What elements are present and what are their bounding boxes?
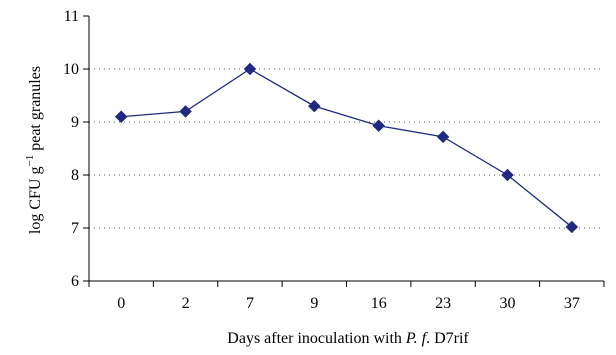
x-tick-label-7: 7 <box>246 295 254 312</box>
y-tick-label-10: 10 <box>63 61 79 78</box>
y-tick-label-9: 9 <box>71 114 79 131</box>
x-tick-label-23: 23 <box>435 295 451 312</box>
data-point-2 <box>179 105 192 118</box>
gridlines <box>89 68 604 229</box>
x-ticks: 0 2 7 9 16 23 30 37 <box>88 281 605 312</box>
data-point-7 <box>243 62 257 76</box>
x-tick-label-37: 37 <box>564 295 580 312</box>
data-point-16 <box>372 119 386 133</box>
series-line <box>121 68 573 228</box>
y-tick-label-6: 6 <box>71 273 79 290</box>
data-point-0 <box>114 110 128 124</box>
x-tick-label-9: 9 <box>310 295 318 312</box>
data-point-37 <box>565 220 579 234</box>
data-point-30 <box>501 168 514 182</box>
data-point-23 <box>436 130 450 144</box>
series-group <box>114 62 579 234</box>
y-ticks: 6 7 8 9 10 11 <box>63 8 89 290</box>
y-tick-label-11: 11 <box>64 8 79 25</box>
y-tick-label-7: 7 <box>71 220 79 237</box>
x-tick-label-2: 2 <box>182 295 190 312</box>
y-tick-label-8: 8 <box>71 167 79 184</box>
x-tick-label-0: 0 <box>117 295 125 312</box>
x-axis-label: Days after inoculation with P. f. D7rif <box>227 330 469 347</box>
data-point-9 <box>307 99 321 113</box>
x-tick-label-16: 16 <box>371 295 387 312</box>
y-axis-label: log CFU g−1 peat granules <box>24 66 44 234</box>
axes <box>88 16 604 282</box>
x-tick-label-30: 30 <box>499 295 515 312</box>
